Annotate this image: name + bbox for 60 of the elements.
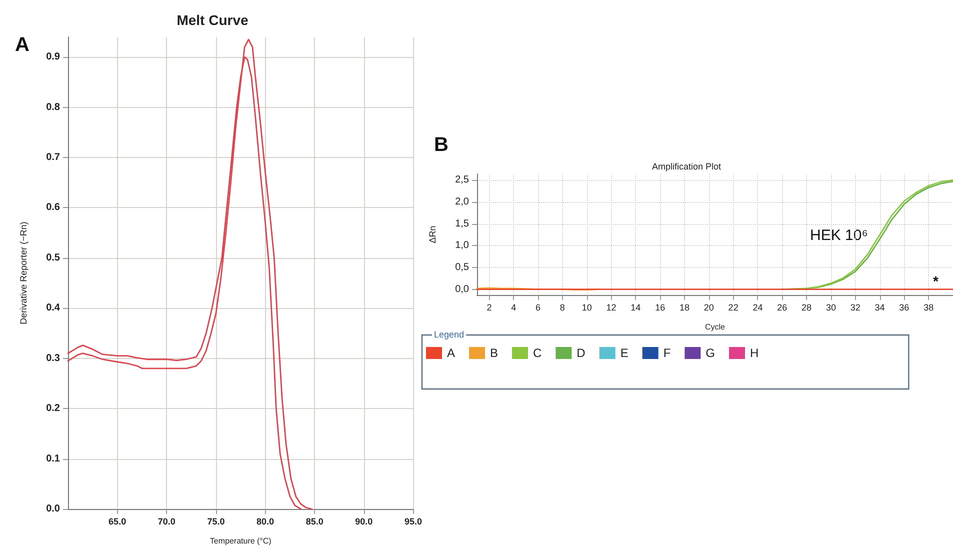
y-axis-title: ΔRn xyxy=(428,226,438,244)
y-tick-label: 0.6 xyxy=(46,202,60,214)
y-axis-title: Derivative Reporter (−Rn) xyxy=(18,222,28,324)
x-tick-label: 30 xyxy=(826,302,836,312)
x-tick-label: 26 xyxy=(777,302,788,312)
x-tick-label: 85.0 xyxy=(306,516,324,526)
x-tick-label: 12 xyxy=(606,302,616,312)
y-tick-label: 0.7 xyxy=(46,152,60,164)
x-tick-label: 70.0 xyxy=(158,516,176,526)
x-tick-label: 80.0 xyxy=(256,516,274,526)
legend-label: F xyxy=(663,346,671,360)
x-tick-label: 20 xyxy=(704,302,714,312)
x-tick-label: 6 xyxy=(536,302,541,312)
x-tick-label: 34 xyxy=(874,302,885,312)
x-tick-label: 14 xyxy=(630,302,641,312)
x-tick-label: 24 xyxy=(752,302,763,312)
chart-title: Melt Curve xyxy=(176,12,248,28)
text: B xyxy=(434,134,448,156)
y-tick-label: 0.0 xyxy=(46,504,60,514)
y-tick-label: 0.9 xyxy=(46,52,60,63)
y-tick-label: 0,0 xyxy=(455,284,470,295)
x-tick-label: 2 xyxy=(486,302,492,312)
y-tick-label: 1,0 xyxy=(455,240,470,252)
y-tick-label: 0.8 xyxy=(46,102,60,113)
x-tick-label: 22 xyxy=(728,302,738,312)
y-tick-label: 0.2 xyxy=(46,403,60,414)
y-tick-label: 2,5 xyxy=(455,174,470,186)
y-tick-label: 2,0 xyxy=(455,196,470,208)
legend-label: D xyxy=(576,346,586,360)
legend-label: C xyxy=(533,346,542,360)
y-tick-label: 0.5 xyxy=(46,252,60,264)
legend-title: Legend xyxy=(434,330,464,340)
legend-label: E xyxy=(620,346,628,360)
x-tick-label: 95.0 xyxy=(404,516,422,526)
x-axis-title: Cycle xyxy=(704,322,726,332)
x-axis-title: Temperature (°C) xyxy=(210,536,272,546)
y-tick-label: 0.1 xyxy=(46,453,60,464)
x-tick-label: 16 xyxy=(655,302,666,312)
y-tick-label: 1,5 xyxy=(455,218,470,230)
legend-label: A xyxy=(447,346,456,360)
x-tick-label: 18 xyxy=(679,302,690,312)
chart-title: Amplification Plot xyxy=(652,162,722,172)
x-tick-label: 36 xyxy=(899,302,910,312)
x-tick-label: 8 xyxy=(560,302,565,312)
legend-label: B xyxy=(490,346,498,360)
x-tick-label: 75.0 xyxy=(207,516,225,526)
x-tick-label: 4 xyxy=(511,302,516,312)
y-tick-label: 0.3 xyxy=(46,352,60,364)
x-tick-label: 32 xyxy=(850,302,860,312)
x-tick-label: 10 xyxy=(582,302,592,312)
legend-label: G xyxy=(706,346,716,360)
y-tick-label: 0,5 xyxy=(455,262,470,273)
legend-label: H xyxy=(750,346,759,360)
x-tick-label: 38 xyxy=(924,302,934,312)
y-tick-label: 0.4 xyxy=(46,302,60,314)
x-tick-label: 90.0 xyxy=(355,516,373,526)
annotation: * xyxy=(933,273,939,289)
x-tick-label: 65.0 xyxy=(108,516,126,526)
x-tick-label: 28 xyxy=(802,302,812,312)
text: A xyxy=(15,34,30,56)
